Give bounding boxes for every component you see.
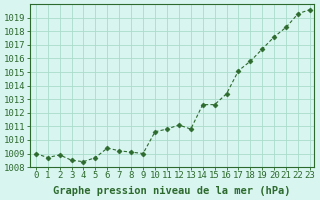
X-axis label: Graphe pression niveau de la mer (hPa): Graphe pression niveau de la mer (hPa) xyxy=(53,186,291,196)
